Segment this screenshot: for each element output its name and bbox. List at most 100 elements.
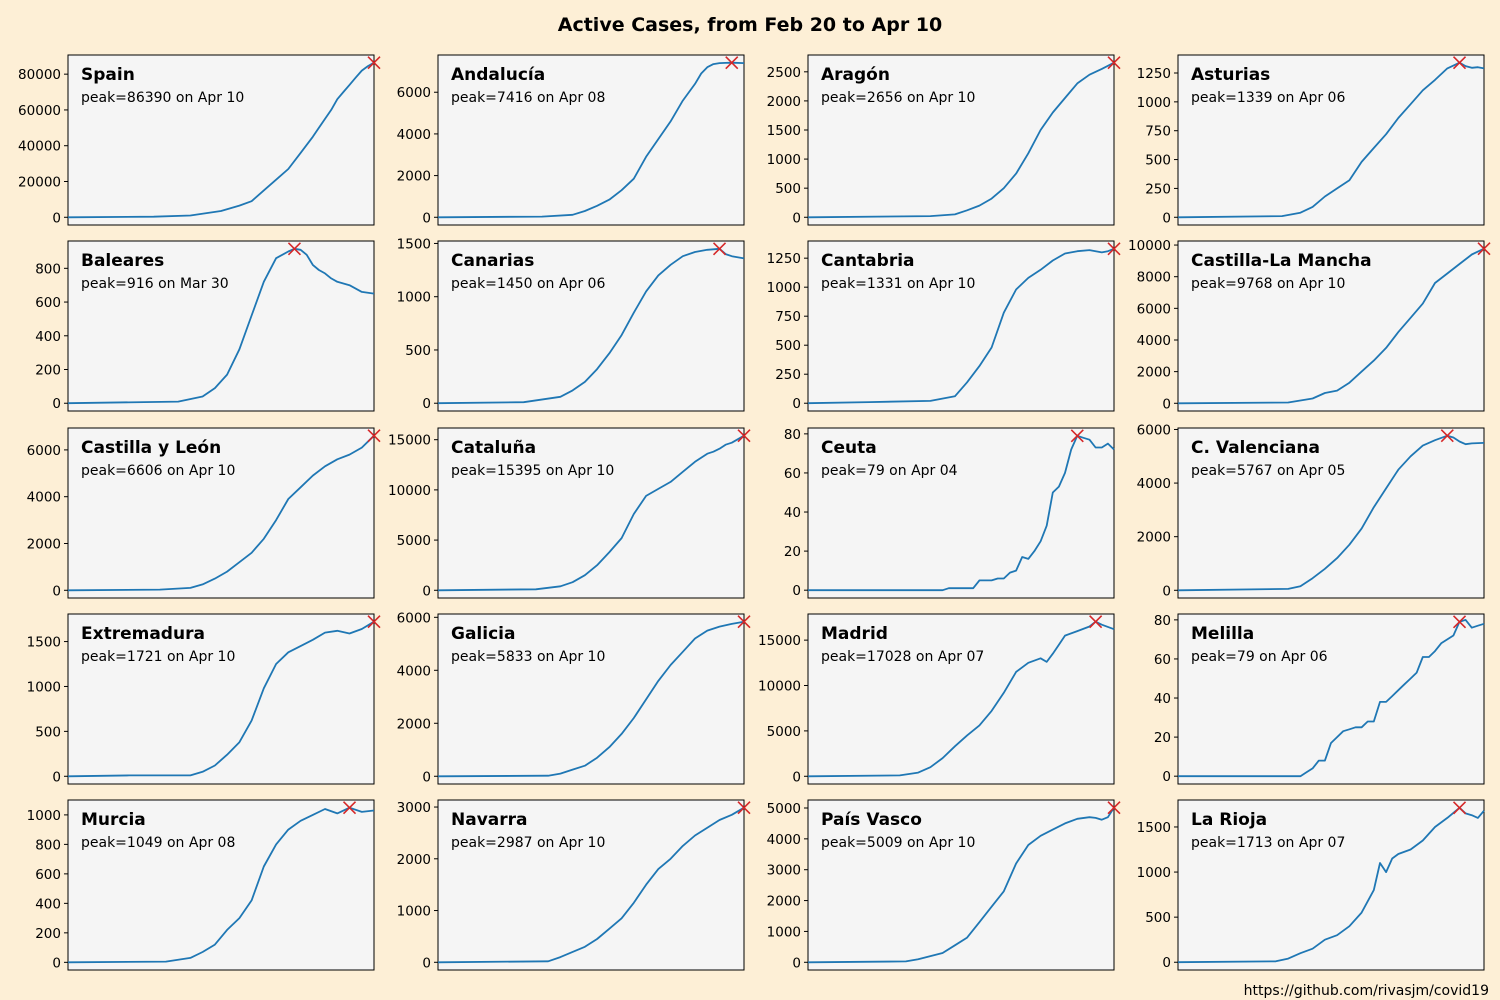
region-name: Ceuta bbox=[821, 438, 877, 458]
series-line bbox=[1177, 61, 1485, 219]
peak-marker bbox=[1089, 615, 1103, 629]
y-tick-label: 5000 bbox=[397, 533, 431, 549]
peak-label: peak=79 on Apr 06 bbox=[1191, 649, 1328, 665]
panel-6: 0 500 1000 1500 Canarias peak=1450 on Apr 06 bbox=[397, 236, 745, 412]
y-tick-label: 2000 bbox=[27, 536, 61, 552]
plot-area bbox=[67, 799, 375, 971]
y-tick-label: 15000 bbox=[758, 633, 801, 649]
y-tick-label: 500 bbox=[35, 724, 61, 740]
y-tick-label: 0 bbox=[422, 210, 431, 226]
y-tick-label: 0 bbox=[52, 583, 61, 599]
peak-label: peak=2987 on Apr 10 bbox=[451, 835, 605, 851]
plot-area bbox=[807, 240, 1115, 412]
region-name: Cantabria bbox=[821, 251, 915, 271]
series-line bbox=[67, 806, 375, 964]
plot-area bbox=[1177, 240, 1485, 412]
series-line bbox=[437, 434, 745, 592]
y-tick-label: 4000 bbox=[1137, 476, 1171, 492]
series-line bbox=[807, 247, 1115, 405]
plot-area bbox=[437, 240, 745, 412]
peak-marker bbox=[1452, 801, 1467, 815]
peak-label: peak=17028 on Apr 07 bbox=[821, 649, 984, 665]
y-tick-label: 1500 bbox=[397, 236, 431, 252]
y-tick-label: 200 bbox=[35, 363, 61, 379]
y-tick-label: 6000 bbox=[397, 85, 431, 101]
y-tick-label: 200 bbox=[35, 926, 61, 942]
region-name: La Rioja bbox=[1191, 810, 1267, 830]
y-tick-label: 4000 bbox=[767, 832, 801, 848]
panel-7: 0 250 500 750 1000 1250 Cantabria peak=1331 on … bbox=[767, 240, 1121, 412]
panel-13: 0 500 1000 1500 Extremadura peak=1721 on Apr … bbox=[27, 613, 381, 785]
peak-label: peak=5767 on Apr 05 bbox=[1191, 463, 1345, 479]
plot-area bbox=[1177, 613, 1485, 785]
panel-8: 0 2000 4000 6000 8000 10000 Castilla-La Mancha… bbox=[1128, 238, 1491, 412]
y-tick-label: 3000 bbox=[767, 863, 801, 879]
plot-area bbox=[807, 427, 1115, 599]
y-tick-label: 2000 bbox=[1137, 365, 1171, 381]
panel-11: 0 20 40 60 80 Ceuta peak=79 on Apr 04 bbox=[784, 427, 1115, 599]
y-tick-label: 0 bbox=[792, 210, 801, 226]
y-tick-label: 2500 bbox=[767, 65, 801, 81]
y-tick-label: 3000 bbox=[397, 800, 431, 816]
plot-area bbox=[67, 427, 375, 599]
y-tick-label: 0 bbox=[792, 769, 801, 785]
y-tick-label: 80 bbox=[1154, 613, 1171, 629]
y-tick-label: 0 bbox=[52, 769, 61, 785]
plot-area bbox=[67, 54, 375, 226]
region-name: Extremadura bbox=[81, 624, 205, 644]
y-tick-label: 10000 bbox=[388, 483, 431, 499]
panel-20: 0 500 1000 1500 La Rioja peak=1713 on Apr 07 bbox=[1137, 799, 1485, 971]
peak-marker bbox=[287, 242, 302, 256]
y-tick-label: 0 bbox=[422, 396, 431, 412]
peak-label: peak=86390 on Apr 10 bbox=[81, 90, 244, 106]
y-tick-label: 5000 bbox=[767, 724, 801, 740]
plot-area bbox=[807, 613, 1115, 785]
y-tick-label: 1500 bbox=[767, 123, 801, 139]
plot-area bbox=[437, 54, 745, 226]
y-tick-label: 0 bbox=[422, 769, 431, 785]
panel-16: 0 20 40 60 80 Melilla peak=79 on Apr 06 bbox=[1154, 613, 1485, 785]
y-tick-label: 8000 bbox=[1137, 270, 1171, 286]
series-line bbox=[1177, 434, 1485, 592]
peak-marker bbox=[367, 615, 381, 629]
y-tick-label: 250 bbox=[775, 367, 801, 383]
y-tick-label: 500 bbox=[1145, 910, 1171, 926]
peak-marker bbox=[367, 56, 381, 70]
series-line bbox=[807, 61, 1115, 219]
region-name: Baleares bbox=[81, 251, 164, 271]
y-tick-label: 2000 bbox=[397, 169, 431, 185]
y-tick-label: 500 bbox=[1145, 153, 1171, 169]
peak-label: peak=79 on Apr 04 bbox=[821, 463, 958, 479]
peak-marker bbox=[1107, 801, 1121, 815]
region-name: Navarra bbox=[451, 810, 528, 830]
series-line bbox=[1177, 247, 1485, 405]
peak-marker bbox=[1070, 429, 1084, 443]
plot-area bbox=[1177, 427, 1485, 599]
y-tick-label: 500 bbox=[775, 338, 801, 354]
panel-14: 0 2000 4000 6000 Galicia peak=5833 on Apr 10 bbox=[397, 610, 751, 785]
y-tick-label: 6000 bbox=[1137, 422, 1171, 438]
y-tick-label: 60 bbox=[784, 466, 801, 482]
y-tick-label: 500 bbox=[775, 181, 801, 197]
y-tick-label: 0 bbox=[1162, 210, 1171, 226]
y-tick-label: 60 bbox=[1154, 652, 1171, 668]
y-tick-label: 250 bbox=[1145, 181, 1171, 197]
peak-marker bbox=[1107, 56, 1121, 70]
peak-marker bbox=[737, 801, 751, 815]
y-tick-label: 2000 bbox=[1137, 530, 1171, 546]
plot-area bbox=[807, 54, 1115, 226]
y-tick-label: 0 bbox=[422, 955, 431, 971]
series-line bbox=[437, 620, 745, 778]
y-tick-label: 0 bbox=[1162, 955, 1171, 971]
plot-area bbox=[67, 613, 375, 785]
region-name: Madrid bbox=[821, 624, 888, 644]
y-tick-label: 400 bbox=[35, 329, 61, 345]
region-name: C. Valenciana bbox=[1191, 438, 1320, 458]
y-tick-label: 6000 bbox=[27, 443, 61, 459]
y-tick-label: 2000 bbox=[767, 94, 801, 110]
y-tick-label: 1000 bbox=[397, 290, 431, 306]
y-tick-label: 80 bbox=[784, 427, 801, 443]
peak-label: peak=15395 on Apr 10 bbox=[451, 463, 614, 479]
y-tick-label: 6000 bbox=[397, 610, 431, 626]
